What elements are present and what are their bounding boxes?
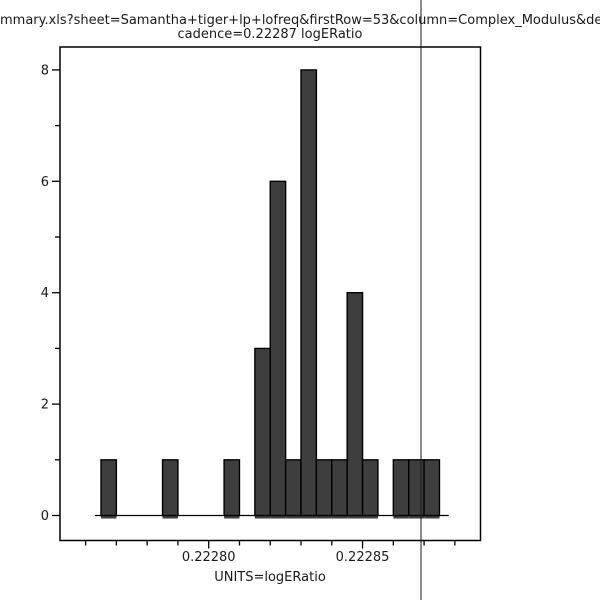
- y-tick-label: 8: [41, 63, 49, 78]
- histogram-bar-outline: [361, 459, 379, 517]
- y-tick-label: 0: [41, 509, 49, 524]
- histogram-bar: [408, 459, 425, 519]
- histogram-bar-outline: [300, 69, 318, 517]
- y-tick-label: 4: [41, 286, 49, 301]
- histogram-bar: [424, 459, 440, 519]
- histogram-bar: [254, 348, 271, 519]
- histogram-bar: [301, 69, 317, 519]
- histogram-bar-outline: [223, 459, 241, 517]
- y-tick-label: 2: [41, 398, 49, 413]
- histogram-bar-outline: [269, 180, 287, 517]
- histogram-bar: [270, 181, 286, 519]
- y-tick-label: 6: [41, 175, 49, 190]
- histogram-bar-outline: [346, 292, 364, 517]
- histogram-bar: [285, 459, 302, 519]
- chart-subtitle-cadence: cadence=0.22287 logERatio: [177, 27, 363, 42]
- window-title-query: mmary.xls?sheet=Samantha+tiger+lp+lofreq…: [0, 13, 600, 28]
- histogram-bar: [162, 459, 178, 519]
- x-axis-label: UNITS=logERatio: [214, 570, 326, 585]
- histogram-bar: [224, 459, 240, 519]
- x-tick-label: 0.22285: [336, 550, 390, 565]
- histogram-bar: [101, 459, 117, 519]
- histogram-bar: [362, 459, 378, 519]
- histogram-bar: [347, 292, 363, 519]
- histogram-bar-outline: [423, 459, 441, 517]
- x-tick-label: 0.22280: [182, 550, 236, 565]
- histogram-bar-outline: [100, 459, 118, 517]
- histogram-bar-outline: [161, 459, 179, 517]
- histogram-bar: [393, 459, 409, 519]
- histogram-bar: [331, 459, 348, 519]
- histogram-bar: [316, 459, 332, 519]
